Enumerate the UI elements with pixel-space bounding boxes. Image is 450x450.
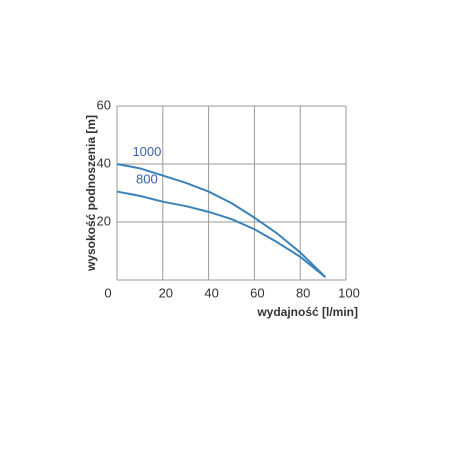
x-tick-label: 40 xyxy=(204,285,218,300)
x-tick-label: 80 xyxy=(296,285,310,300)
line-series xyxy=(116,163,327,278)
x-axis-title: wydajność [l/min] xyxy=(256,305,358,319)
x-tick-label: 20 xyxy=(159,285,173,300)
x-tick-label: 60 xyxy=(250,285,264,300)
series-label: 1000 xyxy=(132,144,161,159)
x-tick-label: 100 xyxy=(338,285,360,300)
y-tick-label: 60 xyxy=(97,97,111,112)
x-tick-label: 0 xyxy=(104,285,111,300)
y-axis-title: wysokość podnoszenia [m] xyxy=(84,115,98,272)
series-label: 800 xyxy=(136,171,158,186)
y-tick-label: 40 xyxy=(97,155,111,170)
y-tick-label: 20 xyxy=(97,213,111,228)
line-series xyxy=(116,190,327,278)
